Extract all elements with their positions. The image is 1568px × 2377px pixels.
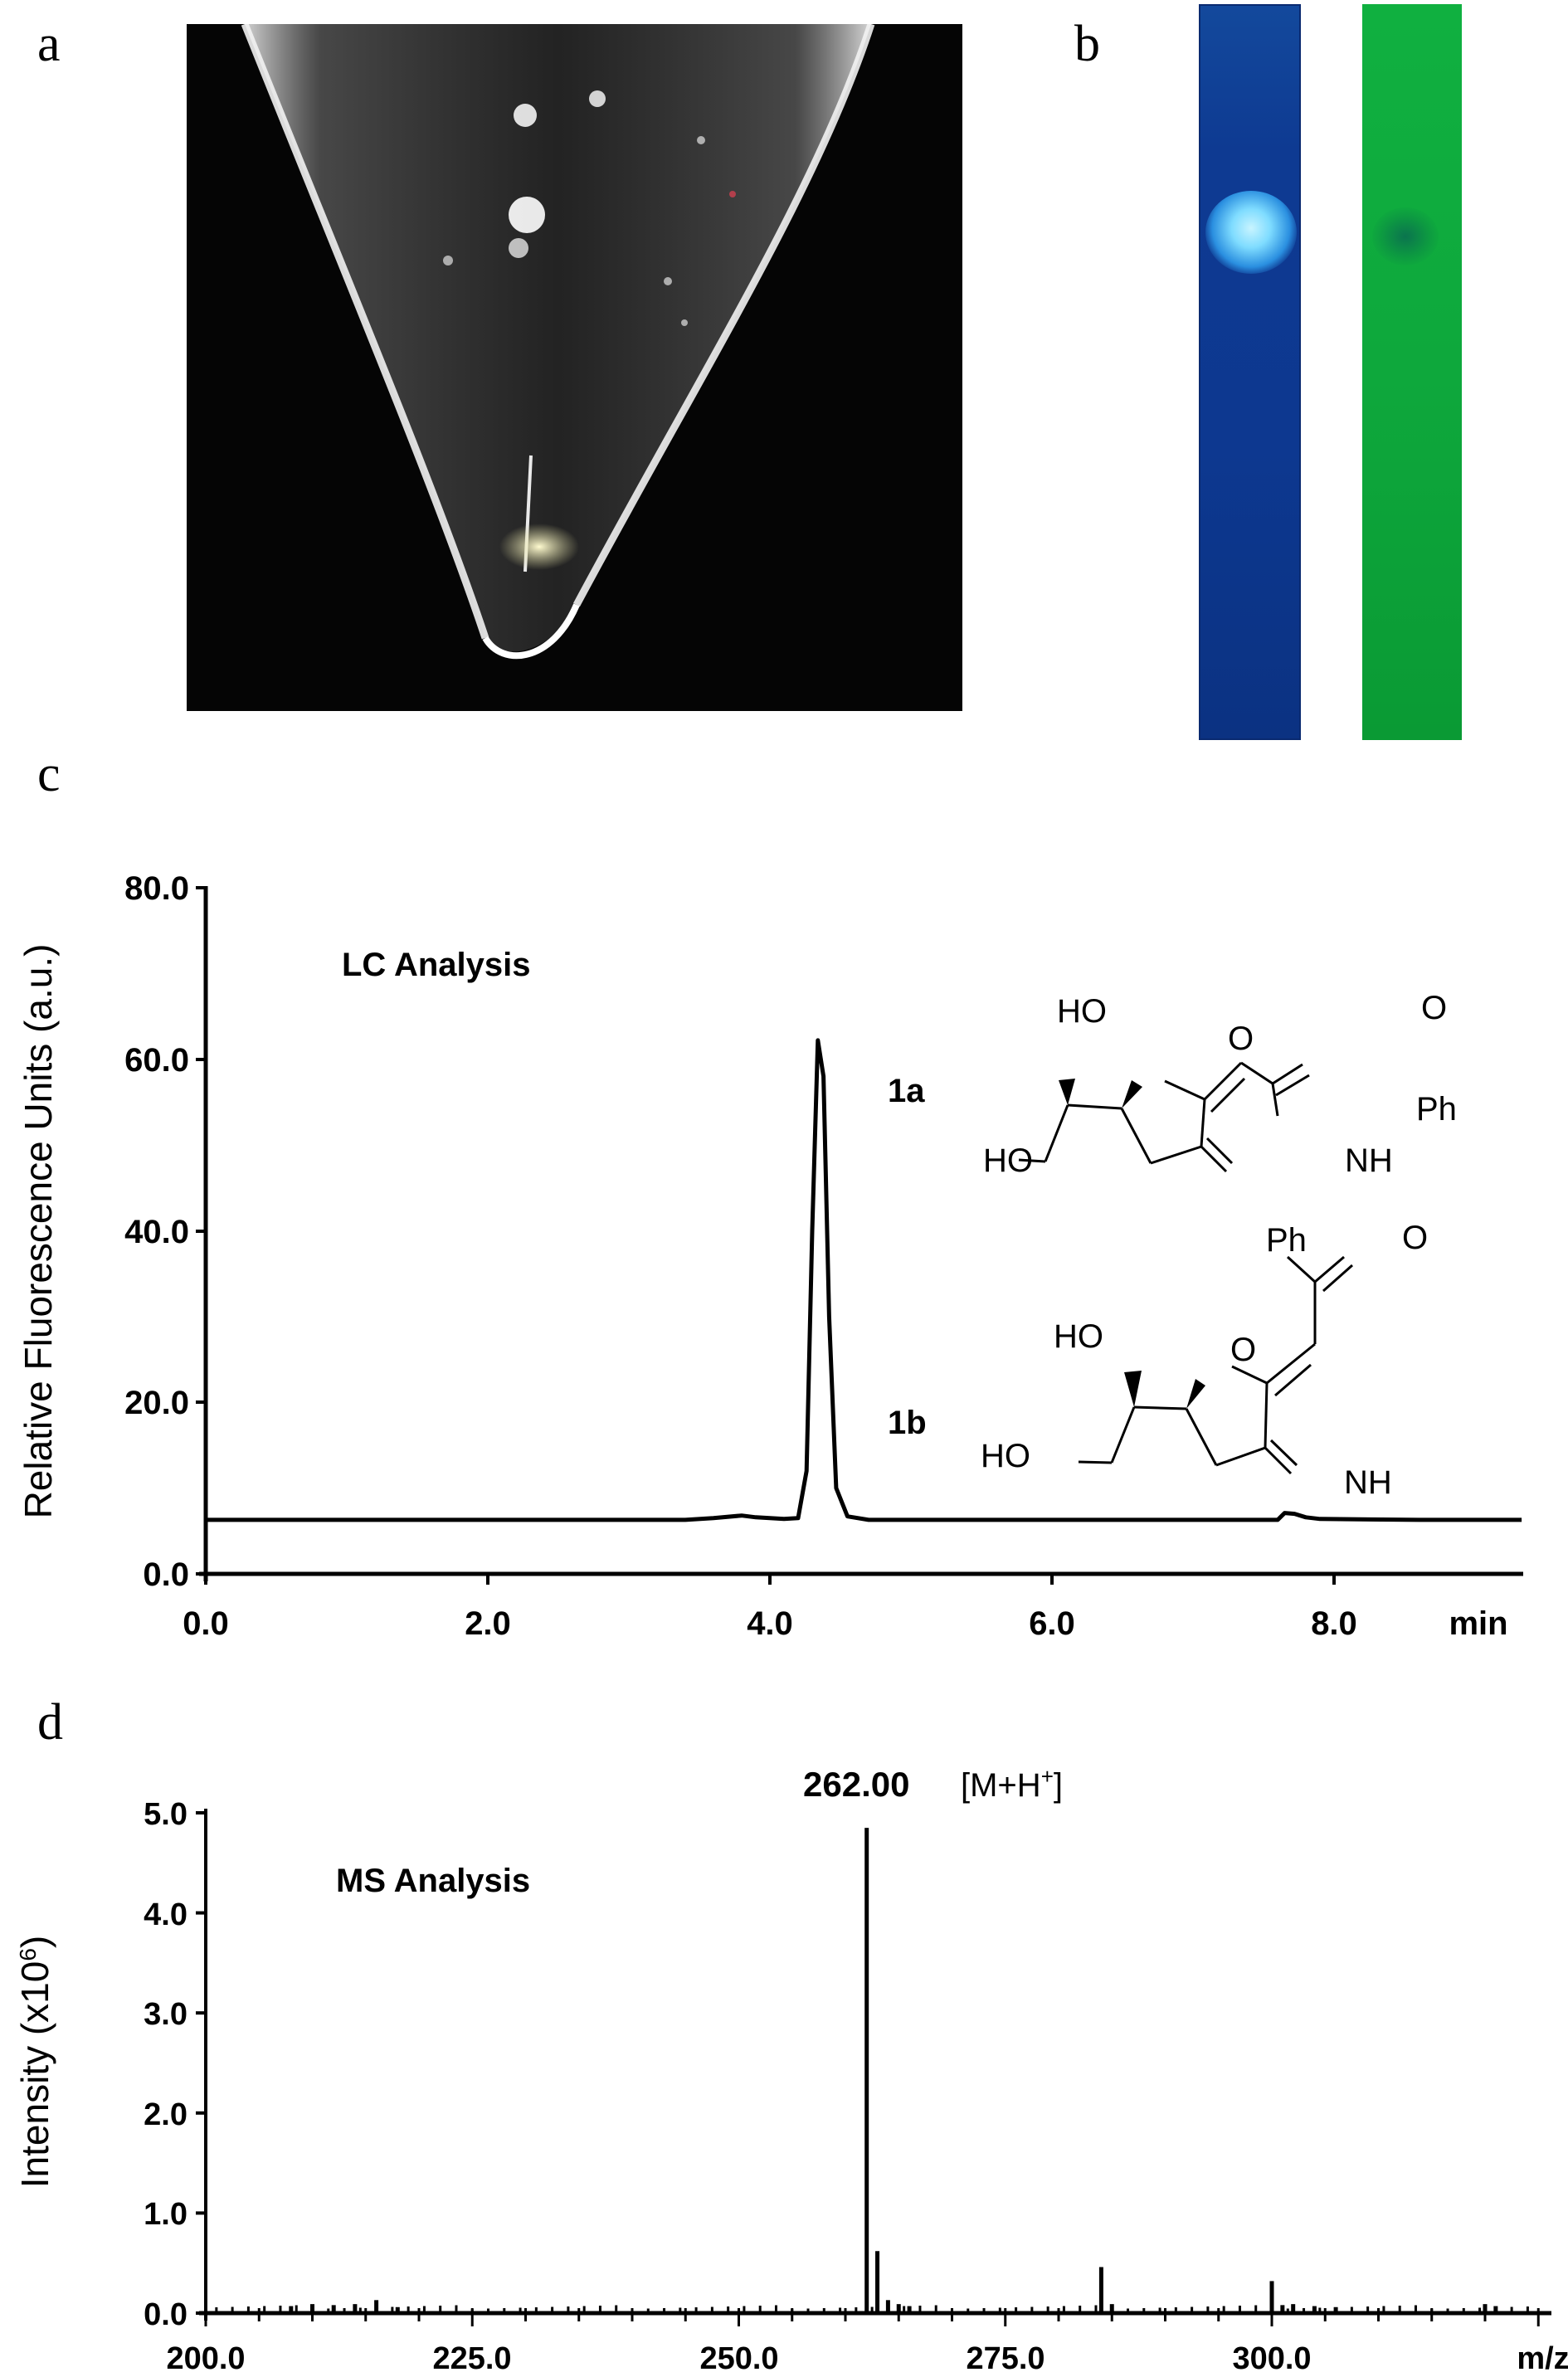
svg-text:4.0: 4.0 [747,1605,793,1642]
svg-text:4.0: 4.0 [144,1897,187,1932]
structure-1a [1018,1061,1310,1173]
ms-x-ticks [204,2305,1540,2326]
svg-text:8.0: 8.0 [1311,1605,1357,1642]
svg-text:2.0: 2.0 [465,1605,511,1642]
svg-text:0.0: 0.0 [183,1605,229,1642]
quench-spot [1372,207,1439,265]
lc-trace [206,1038,1522,1522]
svg-text:200.0: 200.0 [166,2341,245,2376]
ms-chart: 5.0 4.0 3.0 2.0 1.0 0.0 200.0 225.0 250.… [13,1764,1568,2376]
panel-label-d: d [37,1694,63,1751]
compound-label-1a: 1a [888,1073,925,1109]
svg-text:Ph: Ph [1416,1091,1457,1128]
ms-y-tick-labels: 5.0 4.0 3.0 2.0 1.0 0.0 [144,1797,187,2332]
lc-annotation: LC Analysis [342,947,530,983]
svg-text:6.0: 6.0 [1029,1605,1075,1642]
structure-1b [1078,1255,1353,1475]
ms-x-tick-labels: 200.0 225.0 250.0 275.0 300.0 [166,2341,1311,2376]
svg-text:250.0: 250.0 [699,2341,778,2376]
fluorescent-spot [1205,191,1297,274]
svg-text:262.00: 262.00 [803,1765,909,1804]
ms-peak-label: 262.00 [M+H+] [803,1764,1063,1804]
svg-text:225.0: 225.0 [432,2341,511,2376]
compound-label-1b: 1b [888,1405,927,1441]
vial-illustration [241,24,875,660]
panel-label-a: a [37,16,61,72]
lc-x-axis-label: min [1449,1605,1507,1642]
svg-text:O: O [1228,1020,1254,1057]
svg-text:300.0: 300.0 [1232,2341,1311,2376]
lc-y-ticks [196,886,206,1576]
svg-text:O: O [1402,1220,1428,1256]
svg-text:60.0: 60.0 [124,1042,189,1079]
svg-text:80.0: 80.0 [124,870,189,907]
ms-peaks [289,1828,1498,2313]
ms-annotation: MS Analysis [336,1863,530,1899]
svg-text:NH: NH [1344,1464,1392,1501]
lc-x-tick-labels: 0.0 2.0 4.0 6.0 8.0 [183,1605,1357,1642]
panel-label-b: b [1074,16,1100,72]
ms-y-ticks [196,1811,206,2315]
panel-label-c: c [37,746,61,802]
lc-y-tick-labels: 80.0 60.0 40.0 20.0 0.0 [124,870,189,1593]
svg-text:0.0: 0.0 [144,2297,187,2332]
structure-1a-atoms: HO HO O O Ph NH [983,990,1457,1179]
structure-1b-atoms: HO HO O Ph O NH [981,1220,1428,1501]
svg-text:O: O [1421,990,1447,1026]
lc-y-axis-label: Relative Fluorescence Units (a.u.) [17,944,60,1519]
svg-text:2.0: 2.0 [144,2097,187,2132]
svg-text:1.0: 1.0 [144,2197,187,2232]
tlc-strip-green [1362,4,1462,740]
svg-text:40.0: 40.0 [124,1214,189,1250]
ms-x-axis-label: m/z [1517,2341,1568,2376]
svg-text:5.0: 5.0 [144,1797,187,1832]
svg-text:3.0: 3.0 [144,1997,187,2032]
lc-x-ticks [204,1574,1336,1585]
svg-text:O: O [1230,1332,1256,1368]
svg-text:HO: HO [983,1142,1033,1179]
svg-text:20.0: 20.0 [124,1385,189,1421]
svg-text:NH: NH [1345,1142,1393,1179]
tlc-strip-blue [1199,4,1301,740]
ms-peak-ion: [M+H+] [961,1764,1063,1804]
ms-y-axis-label: Intensity (x106) [13,1936,56,2188]
svg-text:275.0: 275.0 [966,2341,1045,2376]
svg-text:0.0: 0.0 [143,1556,189,1593]
svg-text:HO: HO [1054,1318,1103,1355]
lc-chart: 80.0 60.0 40.0 20.0 0.0 0.0 2.0 4.0 6.0 … [17,870,1523,1642]
svg-text:Ph: Ph [1266,1222,1307,1259]
vial-photo [187,24,962,711]
svg-text:HO: HO [1057,993,1107,1030]
svg-text:HO: HO [981,1438,1030,1474]
